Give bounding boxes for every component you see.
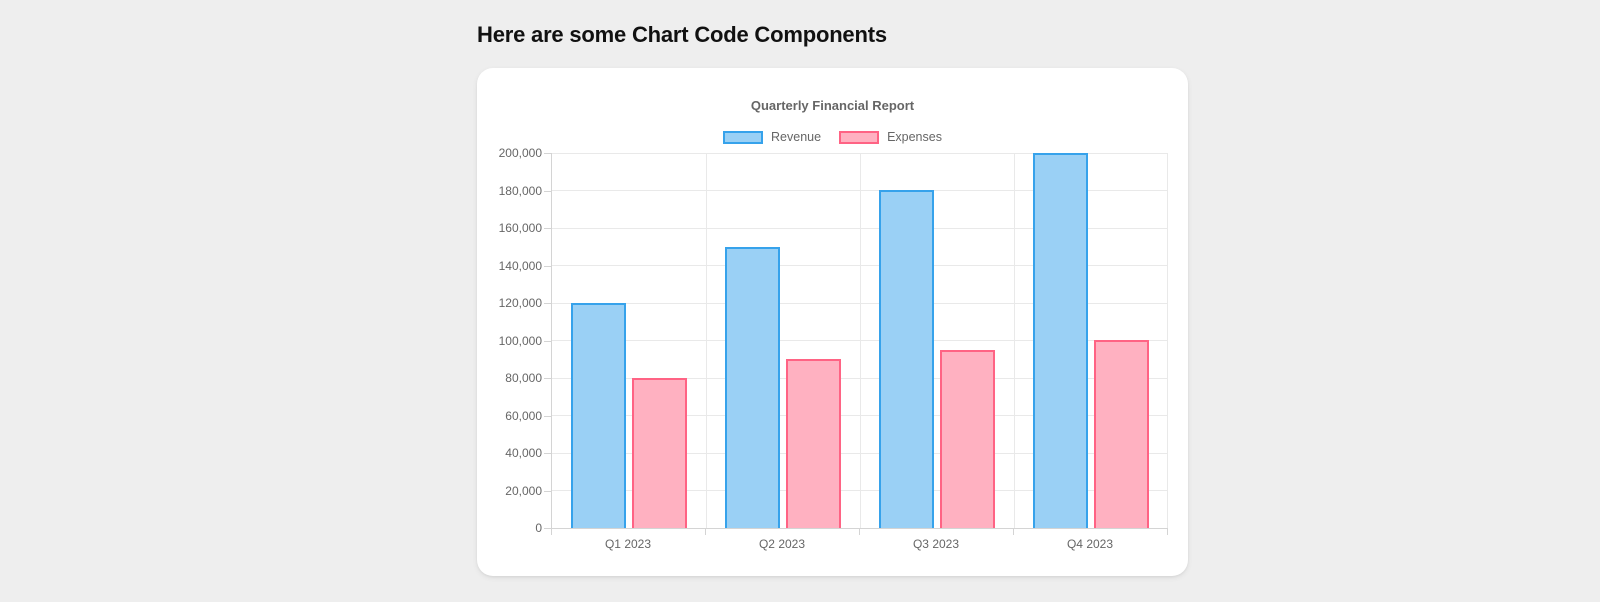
bar-expenses-q4-2023 [1094, 340, 1149, 528]
page-content: Here are some Chart Code Components Quar… [477, 22, 1188, 576]
y-tick-mark [544, 340, 551, 342]
y-tick-label: 120,000 [498, 296, 542, 310]
y-tick-label: 200,000 [498, 146, 542, 160]
bar-revenue-q2-2023 [725, 247, 780, 528]
x-tick-label: Q1 2023 [604, 537, 652, 551]
bar-revenue-q1-2023 [571, 303, 626, 528]
gridline-v [1013, 153, 1015, 528]
page-title: Here are some Chart Code Components [477, 22, 887, 47]
y-tick-mark [544, 528, 551, 529]
gridline-v [859, 153, 861, 528]
bar-revenue-q3-2023 [879, 190, 934, 528]
legend-item-revenue[interactable]: Revenue [723, 130, 821, 144]
y-tick-label: 40,000 [505, 446, 542, 460]
y-tick-mark [544, 415, 551, 417]
y-tick-mark [544, 378, 551, 379]
bar-expenses-q1-2023 [632, 378, 687, 528]
y-axis-labels: 0 20,000 40,000 60,000 80,000 100,000 120,000 1… [477, 146, 542, 535]
gridline-v [1167, 153, 1168, 528]
bar-expenses-q3-2023 [940, 350, 995, 528]
legend-label: Expenses [887, 130, 942, 144]
legend-item-expenses[interactable]: Expenses [839, 130, 942, 144]
y-tick-label: 20,000 [505, 483, 542, 498]
y-tick-mark [544, 228, 551, 229]
x-tick-mark [1013, 529, 1014, 535]
bar-revenue-q4-2023 [1033, 153, 1088, 528]
y-tick-label: 160,000 [498, 221, 542, 235]
legend-label: Revenue [771, 130, 822, 144]
plot-area [544, 153, 1168, 535]
y-tick-mark [544, 153, 551, 154]
y-tick-label: 0 [535, 521, 542, 535]
y-tick-mark [544, 490, 551, 492]
y-tick-mark [544, 265, 551, 267]
x-axis-labels: Q1 2023 Q2 2023 Q3 2023 Q4 2023 [551, 537, 1167, 555]
x-tick-mark [705, 529, 706, 535]
x-tick-label: Q2 2023 [758, 537, 806, 551]
y-tick-label: 100,000 [498, 333, 542, 348]
x-tick-mark [551, 529, 552, 535]
x-tick-mark [859, 529, 860, 535]
chart-title: Quarterly Financial Report [750, 98, 915, 113]
y-tick-label: 60,000 [505, 408, 542, 423]
legend-swatch-revenue [723, 130, 764, 144]
x-tick-mark [1167, 529, 1168, 535]
y-tick-label: 80,000 [505, 371, 542, 385]
chart-card: Quarterly Financial Report Revenue Expens… [477, 68, 1188, 576]
y-tick-mark [544, 190, 551, 192]
y-tick-mark [544, 453, 551, 454]
bar-expenses-q2-2023 [786, 359, 841, 528]
gridline-v [705, 153, 707, 528]
y-tick-label: 140,000 [498, 258, 542, 273]
x-tick-label: Q4 2023 [1066, 537, 1114, 551]
chart-legend: Revenue Expenses [477, 130, 1188, 144]
y-tick-label: 180,000 [498, 183, 542, 198]
legend-swatch-expenses [839, 130, 880, 144]
x-tick-label: Q3 2023 [912, 537, 960, 551]
y-tick-mark [544, 303, 551, 304]
